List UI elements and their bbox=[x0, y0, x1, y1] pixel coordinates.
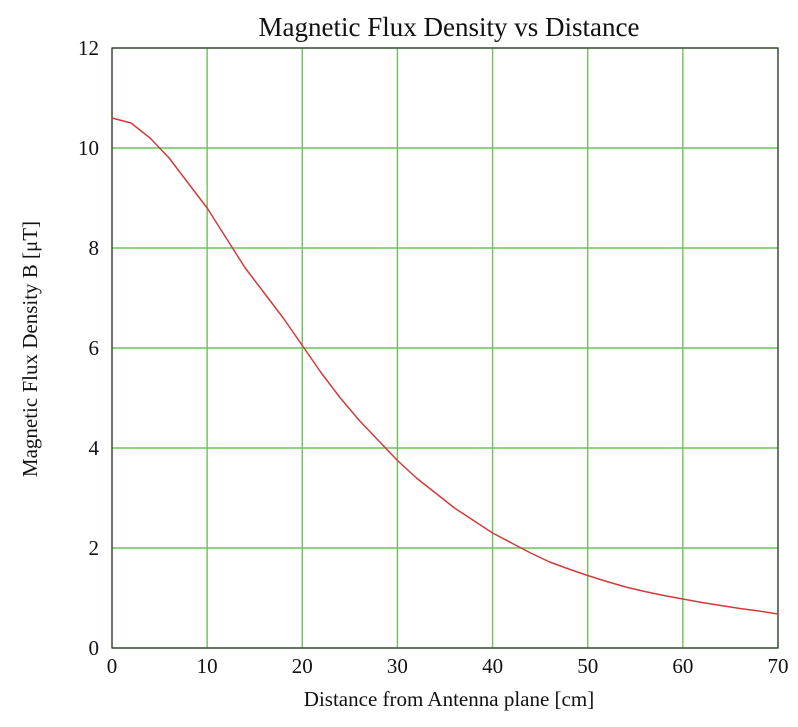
y-tick-label: 6 bbox=[89, 336, 100, 360]
y-tick-label: 4 bbox=[89, 436, 100, 460]
y-axis-label: Magnetic Flux Density B [μT] bbox=[18, 221, 42, 477]
series-line bbox=[111, 117, 779, 615]
y-tick-label: 12 bbox=[78, 36, 99, 60]
tick-labels: 0 10 20 30 40 50 60 70 0 2 4 6 8 10 12 bbox=[78, 36, 789, 678]
y-tick-label: 2 bbox=[89, 536, 100, 560]
x-tick-label: 0 bbox=[107, 654, 118, 678]
y-tick-label: 10 bbox=[78, 136, 99, 160]
x-tick-label: 30 bbox=[387, 654, 408, 678]
x-tick-label: 60 bbox=[672, 654, 693, 678]
y-tick-label: 8 bbox=[89, 236, 100, 260]
x-tick-label: 70 bbox=[768, 654, 789, 678]
grid-lines bbox=[111, 47, 779, 649]
plot-frame bbox=[111, 47, 779, 649]
chart-title: Magnetic Flux Density vs Distance bbox=[259, 12, 640, 42]
x-axis-label: Distance from Antenna plane [cm] bbox=[304, 687, 594, 711]
x-tick-label: 10 bbox=[197, 654, 218, 678]
x-tick-label: 50 bbox=[577, 654, 598, 678]
y-tick-label: 0 bbox=[89, 636, 100, 660]
x-tick-label: 40 bbox=[482, 654, 503, 678]
x-tick-label: 20 bbox=[292, 654, 313, 678]
